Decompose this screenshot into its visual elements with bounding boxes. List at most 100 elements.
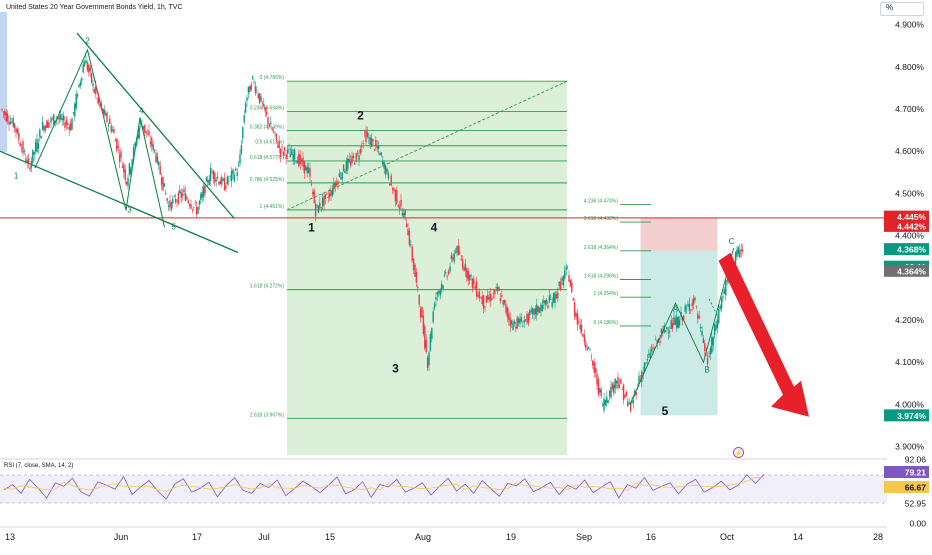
candle-body — [586, 348, 588, 350]
candle-body — [387, 173, 390, 179]
candle-body — [540, 304, 542, 311]
candle-body — [166, 198, 168, 201]
price-badge-label: 4.442% — [897, 221, 926, 231]
candle-body — [359, 149, 362, 154]
candle-body — [390, 175, 392, 186]
candle-body — [240, 145, 243, 154]
candle-body — [153, 149, 156, 151]
time-axis-tick: Sep — [576, 532, 592, 542]
candle-body — [282, 152, 285, 156]
candle-body — [134, 143, 136, 147]
candle-body — [170, 202, 173, 210]
candle-body — [173, 196, 175, 197]
candle-body — [219, 181, 222, 185]
candle-body — [615, 380, 618, 384]
candle-body — [652, 347, 654, 350]
candle-body — [152, 144, 154, 150]
candle-body — [123, 163, 125, 173]
candle-body — [5, 112, 7, 122]
candle-body — [127, 177, 129, 187]
candle-body — [425, 339, 427, 352]
percent-scale-button[interactable]: % — [880, 2, 924, 16]
candle-body — [327, 196, 329, 199]
candle-body — [39, 129, 41, 137]
candle-body — [57, 117, 59, 120]
candle-body — [179, 189, 181, 194]
candle-body — [187, 200, 189, 204]
candle-body — [72, 112, 75, 114]
candle-body — [334, 182, 336, 188]
candle-body — [30, 161, 33, 168]
target-arrow — [718, 252, 809, 417]
candle-body — [706, 358, 709, 365]
candle-body — [589, 349, 591, 350]
candle-body — [144, 124, 146, 133]
candle-body — [194, 202, 196, 204]
candle-body — [62, 115, 65, 121]
candle-body — [285, 154, 287, 160]
candle-body — [204, 185, 206, 194]
candle-body — [190, 203, 192, 209]
candle-body — [401, 213, 404, 216]
candle-body — [432, 311, 434, 323]
candle-body — [337, 180, 339, 185]
fib-ext-label: 1.618 (4.296%) — [584, 273, 619, 279]
wedge-upper-line — [76, 32, 235, 220]
candle-body — [712, 336, 714, 346]
candle-body — [411, 246, 413, 261]
candle-body — [494, 289, 496, 295]
candle-body — [600, 389, 602, 396]
price-axis-tick: 4.100% — [895, 357, 924, 367]
candle-body — [653, 348, 656, 350]
candle-body — [571, 282, 573, 293]
candle-body — [461, 259, 464, 269]
candle-body — [131, 159, 133, 168]
candle-body — [120, 151, 122, 158]
candle-body — [307, 167, 310, 173]
candle-body — [260, 96, 262, 102]
candle-body — [110, 125, 112, 132]
candle-body — [250, 84, 252, 90]
candle-body — [482, 295, 485, 309]
candle-body — [487, 294, 489, 300]
candle-body — [435, 297, 437, 300]
candle-body — [309, 168, 311, 177]
candle-body — [734, 252, 737, 265]
candle-body — [176, 201, 178, 202]
candle-body — [188, 204, 191, 207]
candle-body — [594, 367, 597, 373]
candle-body — [638, 375, 640, 385]
candle-body — [65, 120, 68, 125]
candle-body — [93, 89, 96, 93]
price-axis-tick: 4.500% — [895, 188, 924, 198]
candle-body — [22, 141, 24, 154]
candle-body — [109, 118, 111, 124]
price-badge — [884, 210, 929, 223]
wave-label-large: 5 — [662, 404, 669, 418]
candle-body — [317, 205, 320, 213]
price-axis-tick: 3.900% — [895, 442, 924, 452]
candle-body — [239, 154, 241, 164]
candle-body — [201, 191, 203, 198]
price-badge-label: 4.368% — [897, 245, 926, 255]
candle-body — [138, 127, 140, 139]
candle-body — [148, 130, 150, 136]
candle-body — [85, 60, 87, 64]
candle-body — [442, 285, 444, 289]
alert-bolt-glyph: ⚡ — [734, 448, 743, 457]
candle-body — [216, 176, 219, 179]
candle-body — [418, 294, 420, 305]
candle-body — [25, 158, 27, 163]
candle-body — [676, 316, 678, 329]
candle-body — [419, 308, 422, 318]
candle-body — [299, 154, 301, 164]
candle-body — [421, 306, 423, 318]
candle-body — [256, 90, 258, 91]
rsi-title: RSI (7, close, SMA, 14, 2) — [4, 463, 73, 469]
candle-body — [306, 167, 308, 174]
candle-body — [625, 392, 628, 396]
fib-ext-label: 2.618 (4.364%) — [584, 245, 619, 251]
candle-body — [263, 103, 265, 107]
